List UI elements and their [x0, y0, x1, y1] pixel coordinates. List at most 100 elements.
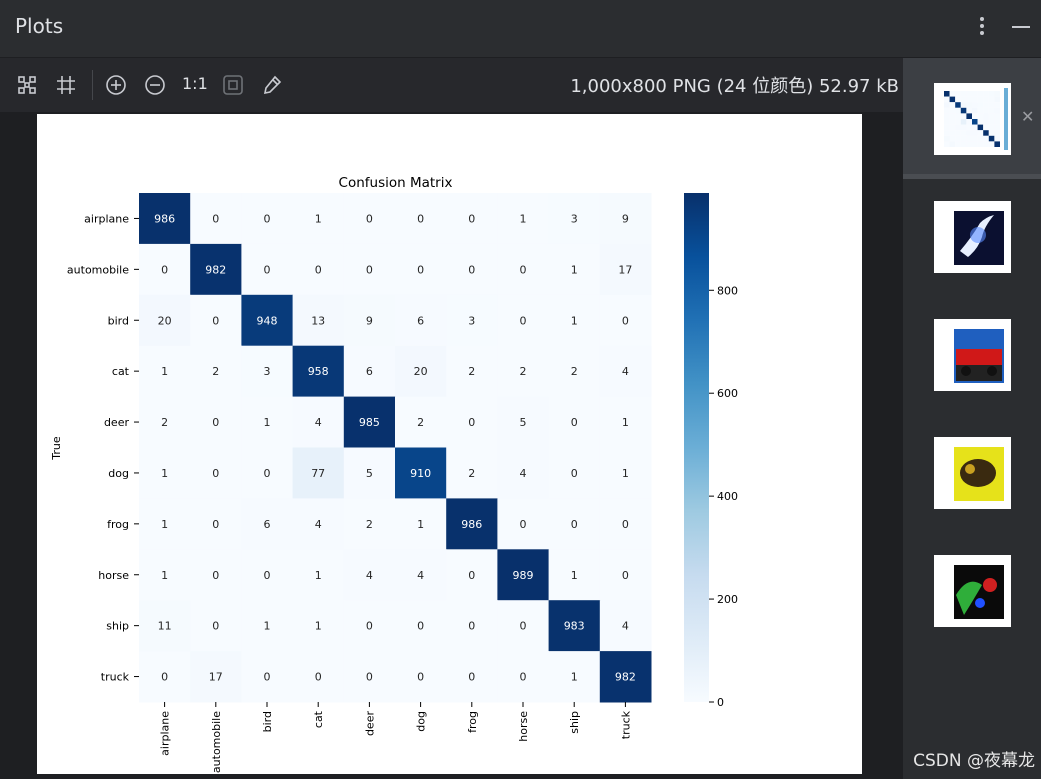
minimize-icon[interactable]: [1010, 14, 1032, 43]
cell-value-label: 4: [417, 569, 424, 582]
cell-value-label: 0: [520, 314, 527, 327]
close-icon[interactable]: ✕: [1021, 107, 1035, 126]
colorbar-tick-label: 800: [717, 284, 738, 297]
cell-value-label: 4: [622, 365, 629, 378]
heatmap-cell: [548, 396, 601, 448]
toolbar-separator: [92, 70, 93, 100]
heatmap-cell: [292, 243, 345, 296]
panel-title: Plots: [15, 14, 64, 38]
cell-value-label: 1: [161, 365, 168, 378]
zoom-out-icon[interactable]: [143, 73, 167, 97]
colorbar-tick-label: 400: [717, 490, 738, 503]
heatmap-cell: [292, 193, 345, 245]
vertical-ellipsis-icon[interactable]: [974, 14, 990, 43]
cell-value-label: 1: [264, 416, 271, 429]
thumbnail-cell: [983, 141, 989, 147]
cell-value-label: 0: [212, 518, 219, 531]
heatmap-cell: [292, 345, 345, 398]
heatmap-cell: [395, 651, 447, 703]
cell-value-label: 1: [417, 518, 424, 531]
x-tick-label: horse: [517, 711, 530, 742]
fit-to-window-icon[interactable]: [15, 73, 39, 97]
heatmap-cell: [599, 193, 652, 245]
thumbnail-cell: [966, 130, 972, 136]
thumbnail-cell: [944, 102, 950, 108]
cell-value-label: 0: [212, 416, 219, 429]
cell-value-label: 9: [622, 212, 629, 225]
color-picker-icon[interactable]: [260, 73, 284, 97]
heatmap-cell: [241, 447, 294, 499]
confusion-matrix-plot: Confusion Matrix True 986 0 0 1 0 0 0 1 3 9 0 982 0 0…: [37, 114, 862, 774]
heatmap-cell: [446, 396, 498, 448]
cell-value-label: 2: [161, 416, 168, 429]
thumbnail-cell: [983, 91, 989, 97]
y-tick-label: cat: [112, 365, 130, 378]
thumbnail-cell: [988, 130, 995, 136]
thumbnail-cell: [977, 91, 984, 97]
thumbnail-cell: [972, 107, 978, 114]
heatmap-cell: [343, 549, 396, 601]
cell-value-label: 9: [366, 314, 373, 327]
sample-prediction-thumbnail-4[interactable]: [934, 555, 1011, 627]
thumbnail-cell: [988, 107, 995, 114]
sample-prediction-thumbnail-3[interactable]: [934, 437, 1011, 509]
cell-value-label: 986: [461, 518, 482, 531]
thumbnail-cell: [966, 119, 972, 125]
thumbnail-cell: [972, 113, 978, 119]
colorbar-tick-label: 0: [717, 696, 724, 709]
thumbnail-cell: [955, 119, 961, 125]
thumbnail-cell: [960, 113, 967, 119]
cell-value-label: 0: [622, 569, 629, 582]
thumbnail-cell: [949, 91, 956, 97]
x-tick-label: frog: [466, 711, 479, 733]
thumbnail-cell: [988, 135, 995, 142]
y-tick-label: automobile: [67, 263, 129, 276]
sample-prediction-thumbnail-2[interactable]: [934, 319, 1011, 391]
grid-icon[interactable]: [54, 73, 78, 97]
heatmap-cell: [548, 345, 601, 398]
cell-value-label: 0: [571, 416, 578, 429]
cell-value-label: 2: [417, 416, 424, 429]
heatmap-cell: [599, 243, 652, 296]
y-tick-label: truck: [101, 671, 130, 684]
heatmap-cell: [139, 651, 191, 703]
cell-value-label: 0: [212, 467, 219, 480]
heatmap-cell: [292, 651, 345, 703]
cell-value-label: 910: [410, 467, 431, 480]
heatmap-cell: [139, 294, 191, 347]
heatmap-cell: [599, 549, 652, 601]
thumbnail-cell: [960, 124, 967, 131]
cell-value-label: 1: [571, 314, 578, 327]
sample-prediction-thumbnail-1[interactable]: [934, 201, 1011, 273]
heatmap-cell: [599, 651, 652, 703]
cell-value-label: 3: [264, 365, 271, 378]
cell-value-label: 4: [315, 416, 322, 429]
heatmap-cell: [446, 498, 498, 550]
confusion-matrix-thumbnail[interactable]: [934, 83, 1011, 155]
thumbnail-cell: [994, 107, 1000, 114]
fit-frame-icon[interactable]: [221, 73, 245, 97]
cell-value-label: 0: [468, 263, 475, 276]
cell-value-label: 982: [615, 671, 636, 684]
zoom-in-icon[interactable]: [104, 73, 128, 97]
thumbnail-cell: [972, 130, 978, 136]
actual-size-icon[interactable]: 1:1: [182, 74, 208, 93]
heatmap-cell: [446, 600, 498, 652]
heatmap-cell: [548, 243, 601, 296]
heatmap-cell: [343, 651, 396, 703]
thumbnail-cell: [994, 113, 1000, 119]
thumbnail-cell: [949, 113, 956, 119]
y-tick-label: frog: [107, 518, 129, 531]
thumbnail-cell: [983, 119, 989, 125]
thumbnail-cell: [977, 141, 984, 147]
heatmap-cell: [292, 600, 345, 652]
cell-value-label: 1: [315, 620, 322, 633]
thumbnail-cell: [994, 102, 1000, 108]
thumbnail-cell: [972, 119, 978, 125]
thumbnail-cell: [955, 91, 961, 97]
thumbnail-cell: [983, 113, 989, 119]
thumbnail-cell: [955, 141, 961, 147]
cell-value-label: 982: [205, 263, 226, 276]
plot-toolbar: [0, 58, 903, 112]
heatmap-cell: [446, 651, 498, 703]
